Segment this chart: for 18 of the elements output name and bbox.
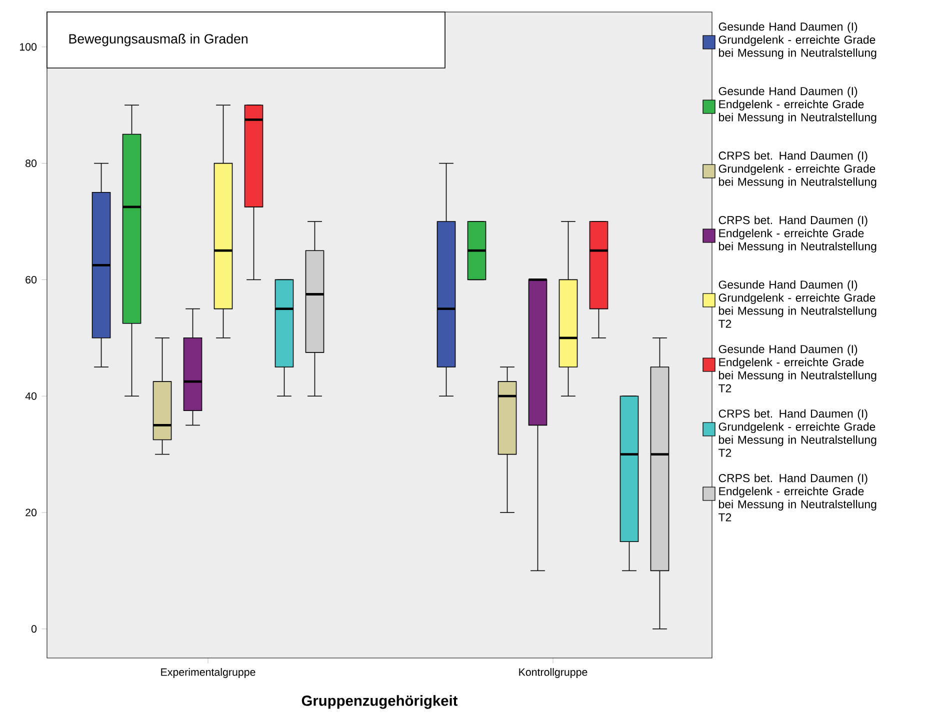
y-tick-label: 0 (31, 625, 37, 633)
y-tick-label: 40 (25, 392, 37, 400)
legend-label: CRPS bet. Hand Daumen (I) Endgelenk - erreichte Grade bei Messung in Neutralstellung (718, 216, 876, 253)
y-tick-label: 100 (20, 43, 37, 51)
y-tick-label: 60 (26, 276, 37, 284)
legend-label: CRPS bet. Hand Daumen (I) Endgelenk - erreichte Grade bei Messung in Neutralstellung T2 (718, 474, 876, 522)
y-tick-label: 20 (26, 508, 37, 516)
x-axis-title: Gruppenzugehörigkeit (302, 695, 458, 709)
legend-label: Gesunde Hand Daumen (I) Endgelenk - erreichte Grade bei Messung in Neutralstellung (718, 86, 876, 124)
y-tick-label: 80 (26, 160, 37, 168)
x-tick-label: Experimentalgruppe (161, 668, 256, 678)
legend-label: CRPS bet. Hand Daumen (I) Grundgelenk - erreichte Grade bei Messung in Neutralstellung T2 (718, 409, 876, 457)
text: Bewegungsausmaß in Graden (69, 34, 248, 46)
legend-label: Gesunde Hand Daumen (I) Endgelenk - erreichte Grade bei Messung in Neutralstellung T2 (718, 344, 876, 392)
legend-label: CRPS bet. Hand Daumen (I) Grundgelenk - erreichte Grade bei Messung in Neutralstellung (718, 151, 876, 188)
legend-label: Gesunde Hand Daumen (I) Grundgelenk - erreichte Grade bei Messung in Neutralstellung (718, 22, 876, 60)
legend-label: Gesunde Hand Daumen (I) Grundgelenk - erreichte Grade bei Messung in Neutralstellung T2 (718, 280, 876, 328)
x-tick-label: Kontrollgruppe (519, 668, 588, 678)
